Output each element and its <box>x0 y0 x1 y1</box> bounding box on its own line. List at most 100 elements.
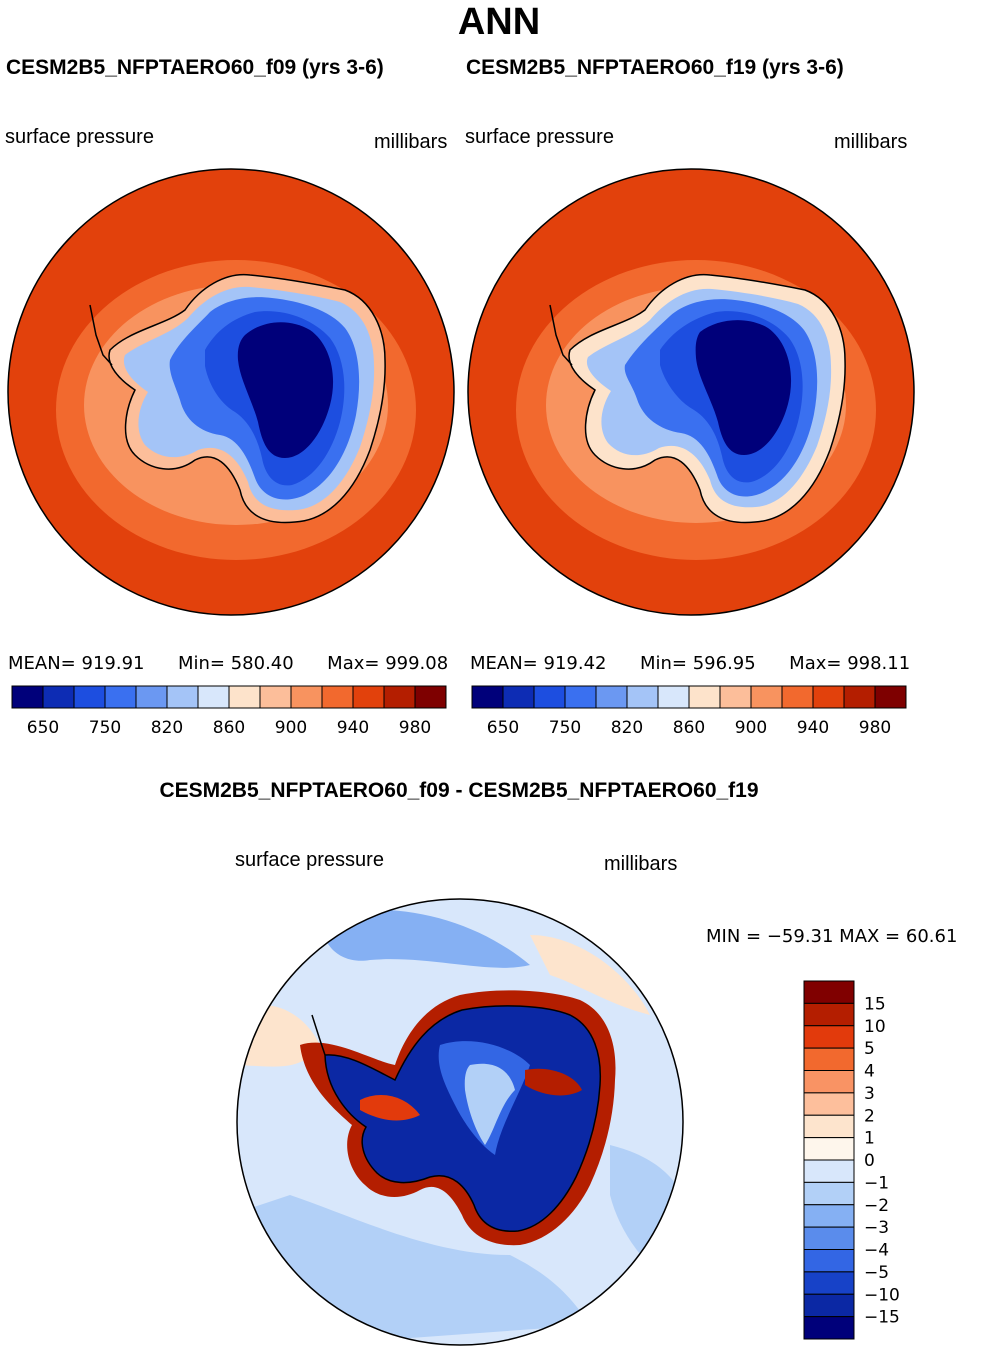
left-min-value: 580.40 <box>230 653 294 674</box>
right-max-value: 998.11 <box>847 653 911 674</box>
left-colorbar-swatch <box>135 685 168 709</box>
diff-colorbar-swatch <box>803 1114 855 1139</box>
diff-colorbar-swatch <box>803 1047 855 1071</box>
diff-colorbar-tick-label: −1 <box>864 1173 889 1193</box>
diff-colorbar-swatch <box>803 1226 855 1250</box>
diff-colorbar-swatch <box>803 1316 855 1340</box>
right-colorbar-swatch <box>812 685 845 709</box>
right-panel-title: CESM2B5_NFPTAERO60_f19 (yrs 3-6) <box>466 56 844 79</box>
right-colorbar-tick-label: 650 <box>487 718 519 738</box>
right-colorbar-swatch <box>564 685 597 709</box>
left-colorbar-swatch <box>321 685 354 709</box>
left-panel-title: CESM2B5_NFPTAERO60_f09 (yrs 3-6) <box>6 56 384 79</box>
diff-colorbar-swatch <box>803 1271 855 1295</box>
right-mean-label: MEAN= <box>470 653 538 674</box>
left-colorbar-swatch <box>104 685 137 709</box>
diff-colorbar-tick-label: 4 <box>864 1062 875 1082</box>
diff-colorbar-tick-label: 2 <box>864 1106 875 1126</box>
right-colorbar-swatch <box>533 685 566 709</box>
diff-colorbar-swatch <box>803 1249 855 1273</box>
diff-colorbar-swatch <box>803 980 855 1004</box>
diff-polar-map <box>236 898 684 1346</box>
left-colorbar-swatch <box>414 685 447 709</box>
diff-colorbar-tick-label: 15 <box>864 994 886 1014</box>
left-colorbar-tick-label: 750 <box>89 718 121 738</box>
right-min-value: 596.95 <box>692 653 756 674</box>
diff-interior-2 <box>464 1063 515 1145</box>
left-colorbar-swatch <box>383 685 416 709</box>
diff-units-label: millibars <box>604 853 678 875</box>
right-map-border <box>467 168 915 616</box>
left-colorbar-tick-label: 650 <box>27 718 59 738</box>
left-colorbar-tick-label: 860 <box>213 718 245 738</box>
right-colorbar-swatch <box>719 685 752 709</box>
diff-colorbar-tick-label: −15 <box>864 1308 900 1328</box>
right-colorbar-swatch <box>781 685 814 709</box>
diff-coastline <box>311 1005 602 1232</box>
right-colorbar-swatch <box>657 685 690 709</box>
left-min-label: Min= <box>177 653 225 674</box>
diff-colorbar-tick-label: 3 <box>864 1084 875 1104</box>
right-colorbar-tick-label: 750 <box>549 718 581 738</box>
figure-title: ANN <box>457 1 541 43</box>
right-polar-map <box>467 168 915 616</box>
left-max-label: Max= <box>327 653 380 674</box>
diff-colorbar-swatch <box>803 1070 855 1094</box>
left-max-value: 999.08 <box>385 653 449 674</box>
right-colorbar-tick-label: 980 <box>859 718 891 738</box>
right-colorbar-swatch <box>502 685 535 709</box>
diff-colorbar-swatch <box>803 1025 855 1049</box>
right-stats: MEAN= 919.42 Min= 596.95 Max= 998.11 <box>470 653 910 674</box>
left-colorbar-swatch <box>259 685 292 709</box>
diff-colorbar-swatch <box>803 1293 855 1318</box>
left-colorbar-swatch <box>73 685 106 709</box>
left-colorbar-tick-label: 940 <box>337 718 369 738</box>
left-colorbar-swatch <box>166 685 199 709</box>
diff-colorbar-swatch <box>803 1159 855 1183</box>
right-continent-650 <box>695 320 792 455</box>
diff-colorbar-tick-label: 0 <box>864 1151 875 1171</box>
right-colorbar-swatch <box>750 685 783 709</box>
diff-colorbar-swatch <box>803 1002 855 1027</box>
right-colorbar: 6507508208609009409801020 <box>471 685 907 738</box>
right-colorbar-swatch <box>471 685 504 709</box>
diff-variable-label: surface pressure <box>235 849 384 871</box>
left-continent-650 <box>237 322 334 458</box>
right-variable-label: surface pressure <box>465 126 614 148</box>
diff-colorbar-tick-label: 1 <box>864 1129 875 1149</box>
left-colorbar: 6507508208609009409801020 <box>11 685 447 738</box>
diff-interior-pos <box>525 1068 582 1096</box>
diff-colorbar-tick-label: −10 <box>864 1285 900 1305</box>
right-colorbar-swatch <box>595 685 628 709</box>
right-max-label: Max= <box>789 653 842 674</box>
right-colorbar-swatch <box>843 685 876 709</box>
right-coastline <box>549 273 846 524</box>
left-mean-value: 919.91 <box>81 653 145 674</box>
diff-colorbar-tick-label: −5 <box>864 1263 889 1283</box>
diff-colorbar-swatch <box>803 1181 855 1206</box>
right-colorbar-tick-label: 860 <box>673 718 705 738</box>
diff-panel-title: CESM2B5_NFPTAERO60_f09 - CESM2B5_NFPTAER… <box>159 779 759 802</box>
left-map-border <box>7 168 455 616</box>
diff-colorbar-tick-label: 5 <box>864 1039 875 1059</box>
diff-interior-pos-2 <box>360 1095 420 1121</box>
diff-minmax: MIN = −59.31 MAX = 60.61 <box>706 926 958 947</box>
right-mean-value: 919.42 <box>543 653 607 674</box>
right-colorbar-tick-label: 820 <box>611 718 643 738</box>
right-colorbar-tick-label: 940 <box>797 718 829 738</box>
right-min-label: Min= <box>639 653 687 674</box>
left-colorbar-swatch <box>197 685 230 709</box>
left-units-label: millibars <box>374 131 448 153</box>
diff-ocean-patch-1 <box>320 909 530 968</box>
diff-colorbar-tick-label: −2 <box>864 1196 889 1216</box>
right-colorbar-swatch <box>626 685 659 709</box>
left-coastline <box>89 273 386 524</box>
left-colorbar-swatch <box>42 685 75 709</box>
right-colorbar-swatch <box>688 685 721 709</box>
diff-colorbar-swatch <box>803 1204 855 1228</box>
diff-colorbar-tick-label: 10 <box>864 1017 886 1037</box>
left-colorbar-swatch <box>352 685 385 709</box>
diff-colorbar-swatch <box>803 1137 855 1161</box>
diff-colorbar-swatch <box>803 1092 855 1116</box>
left-colorbar-swatch <box>290 685 323 709</box>
